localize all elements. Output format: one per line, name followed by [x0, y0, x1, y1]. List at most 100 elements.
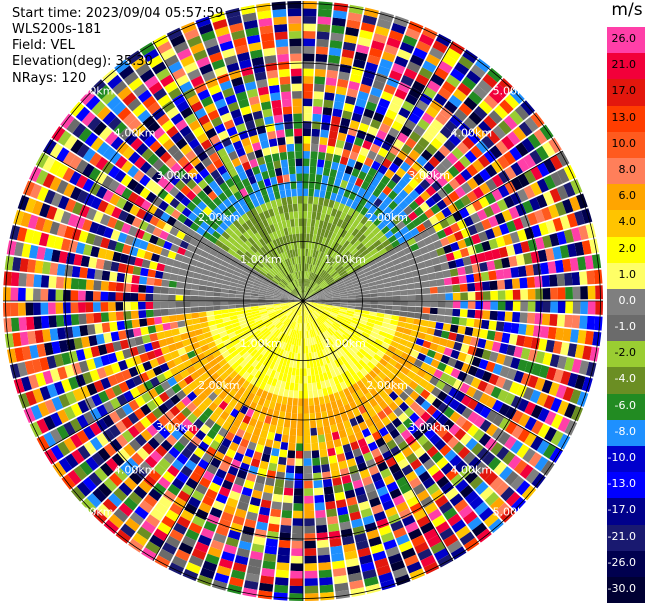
- velocity-gate: [392, 335, 402, 344]
- velocity-gate: [287, 351, 293, 360]
- velocity-gate: [264, 319, 272, 326]
- velocity-gate: [459, 382, 471, 394]
- velocity-gate: [315, 234, 321, 243]
- velocity-gate: [185, 441, 198, 453]
- velocity-gate: [418, 268, 428, 276]
- velocity-gate: [175, 412, 187, 423]
- velocity-gate: [323, 198, 330, 207]
- velocity-gate: [25, 288, 34, 301]
- velocity-gate: [376, 485, 389, 497]
- velocity-gate: [493, 461, 508, 476]
- velocity-gate: [505, 491, 521, 507]
- velocity-gate: [181, 418, 193, 430]
- velocity-gate: [383, 282, 392, 288]
- velocity-gate: [354, 160, 364, 171]
- velocity-gate: [279, 151, 288, 161]
- velocity-gate: [515, 254, 526, 266]
- colorbar-level-label: 4.0: [618, 215, 637, 229]
- velocity-gate: [332, 477, 342, 487]
- velocity-gate: [498, 431, 511, 446]
- velocity-gate: [353, 314, 361, 320]
- velocity-gate: [251, 385, 259, 395]
- velocity-gate: [328, 199, 335, 209]
- velocity-gate: [446, 375, 457, 387]
- velocity-gate: [429, 232, 440, 243]
- velocity-gate: [282, 334, 288, 343]
- velocity-gate: [304, 593, 319, 601]
- velocity-gate: [321, 312, 329, 318]
- velocity-gate: [266, 333, 273, 341]
- velocity-gate: [55, 302, 64, 314]
- velocity-gate: [71, 266, 81, 278]
- velocity-gate: [312, 106, 323, 115]
- velocity-gate: [303, 53, 315, 62]
- velocity-gate: [307, 375, 312, 384]
- velocity-gate: [385, 333, 395, 341]
- velocity-gate: [452, 301, 461, 309]
- velocity-gate: [161, 315, 170, 324]
- velocity-gate: [469, 496, 484, 510]
- velocity-gate: [326, 277, 334, 284]
- velocity-gate: [333, 321, 341, 328]
- velocity-gate: [362, 301, 371, 305]
- velocity-gate: [562, 258, 572, 272]
- velocity-gate: [510, 177, 523, 191]
- velocity-gate: [280, 365, 286, 374]
- velocity-gate: [354, 177, 364, 188]
- velocity-gate: [451, 276, 460, 285]
- velocity-gate: [401, 143, 413, 155]
- velocity-gate: [318, 268, 324, 276]
- velocity-gate: [449, 399, 461, 411]
- velocity-gate: [429, 342, 439, 352]
- velocity-gate: [364, 240, 373, 249]
- velocity-gate: [311, 375, 316, 383]
- velocity-gate: [283, 487, 294, 496]
- velocity-gate: [328, 130, 338, 140]
- velocity-gate: [322, 107, 333, 116]
- velocity-gate: [538, 338, 548, 352]
- velocity-gate: [329, 314, 337, 320]
- velocity-gate: [403, 231, 414, 241]
- velocity-gate: [209, 412, 220, 423]
- velocity-gate: [265, 301, 274, 303]
- velocity-gate: [520, 301, 528, 312]
- velocity-gate: [361, 263, 370, 270]
- velocity-gate: [311, 211, 317, 220]
- colorbar-level-label: -13.0: [607, 477, 636, 491]
- velocity-gate: [193, 323, 202, 331]
- velocity-gate: [134, 505, 149, 520]
- velocity-gate: [280, 159, 289, 168]
- velocity-gate: [157, 476, 171, 490]
- velocity-gate: [283, 113, 293, 122]
- velocity-gate: [336, 218, 344, 228]
- velocity-gate: [467, 345, 477, 356]
- velocity-gate: [427, 320, 437, 329]
- velocity-gate: [115, 282, 124, 292]
- velocity-gate: [307, 203, 313, 212]
- velocity-gate: [167, 376, 178, 387]
- velocity-gate: [110, 261, 120, 272]
- velocity-gate: [384, 243, 394, 252]
- velocity-gate: [420, 149, 433, 161]
- velocity-gate: [567, 343, 578, 358]
- velocity-gate: [362, 290, 371, 295]
- velocity-gate: [310, 249, 314, 257]
- velocity-gate: [509, 110, 524, 126]
- velocity-gate: [265, 321, 273, 328]
- velocity-gate: [356, 212, 365, 222]
- velocity-gate: [422, 131, 435, 143]
- velocity-gate: [420, 190, 431, 202]
- velocity-gate: [327, 256, 334, 265]
- velocity-gate: [343, 214, 352, 223]
- velocity-gate: [485, 396, 497, 409]
- velocity-gate: [433, 547, 450, 561]
- velocity-gate: [139, 416, 152, 429]
- velocity-gate: [366, 529, 380, 540]
- velocity-gate: [167, 483, 181, 496]
- velocity-gate: [448, 133, 462, 147]
- velocity-gate: [426, 327, 436, 336]
- velocity-gate: [395, 167, 407, 179]
- velocity-gate: [168, 280, 177, 288]
- velocity-gate: [412, 374, 423, 385]
- velocity-gate: [316, 258, 322, 267]
